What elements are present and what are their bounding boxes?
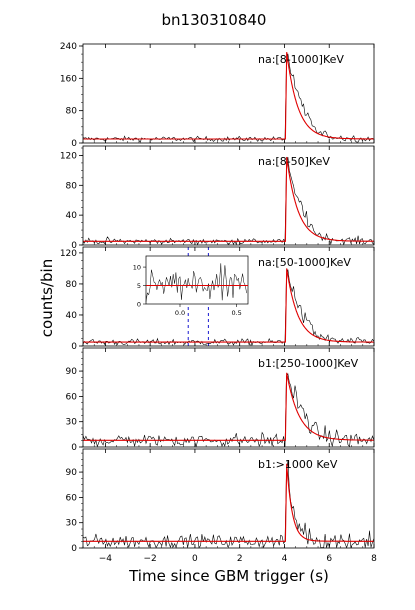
- panel-frame: [82, 347, 375, 448]
- y-tick-label: 60: [66, 493, 78, 503]
- y-tick-label: 0: [71, 342, 77, 352]
- panel-frame: [82, 448, 375, 549]
- fit-curve: [83, 52, 374, 140]
- inset-y-tick-label: 10: [133, 264, 141, 272]
- y-tick-label: 0: [71, 443, 77, 453]
- fit-curve: [83, 268, 374, 343]
- y-tick-label: 40: [66, 311, 78, 321]
- panel-3: 0 40 80 120 na:[50-1000]KeV 0 5 10 0.0 0.5: [60, 246, 375, 352]
- x-tick-label: −4: [99, 554, 113, 564]
- y-tick-label: 30: [66, 418, 78, 428]
- panel-2: 0 40 80 120 na:[8-50]KeV: [60, 145, 375, 251]
- panel-label: na:[8-1000]KeV: [258, 53, 344, 66]
- x-tick-label: 8: [371, 554, 377, 564]
- inset: 0 5 10 0.0 0.5: [133, 255, 249, 317]
- y-tick-label: 120: [60, 151, 77, 161]
- y-tick-label: 80: [66, 107, 78, 117]
- fit-curve: [83, 463, 374, 542]
- y-tick-label: 90: [66, 367, 78, 377]
- inset-x-tick-label: 0.5: [231, 309, 241, 317]
- y-tick-label: 120: [60, 249, 77, 259]
- panel-frame: [82, 145, 375, 246]
- y-tick-label: 60: [66, 392, 78, 402]
- panel-label: b1:[250-1000]KeV: [258, 357, 359, 370]
- y-tick-label: 0: [71, 241, 77, 251]
- y-tick-label: 80: [66, 280, 78, 290]
- x-tick-label: 2: [237, 554, 243, 564]
- fit-curve: [83, 372, 374, 441]
- light-curve: [82, 373, 375, 448]
- inset-y-tick-label: 5: [137, 282, 141, 290]
- y-tick-label: 0: [71, 139, 77, 149]
- y-tick-label: 40: [66, 211, 78, 221]
- panel-frame: [82, 43, 375, 144]
- figure-title: bn130310840: [162, 11, 267, 29]
- panel-5: 0 30 60 90 −4 −2 0 2 4 6 8 b1:>1000 KeV: [66, 448, 377, 564]
- light-curve: [82, 53, 374, 143]
- y-tick-label: 0: [71, 544, 77, 554]
- light-curve: [82, 460, 375, 549]
- y-tick-label: 160: [60, 74, 77, 84]
- y-tick-label: 240: [60, 42, 77, 52]
- x-tick-label: 4: [282, 554, 288, 564]
- panel-label: b1:>1000 KeV: [258, 458, 338, 471]
- y-tick-label: 80: [66, 181, 78, 191]
- x-tick-label: 0: [192, 554, 198, 564]
- light-curve: [82, 156, 375, 246]
- panel-4: 0 30 60 90 b1:[250-1000]KeV: [66, 347, 375, 453]
- inset-frame: [145, 255, 249, 305]
- panel-frame: [82, 246, 375, 347]
- y-tick-label: 30: [66, 519, 78, 529]
- panel-label: na:[50-1000]KeV: [258, 256, 351, 269]
- panel-label: na:[8-50]KeV: [258, 155, 330, 168]
- y-tick-label: 90: [66, 468, 78, 478]
- x-axis-label: Time since GBM trigger (s): [128, 567, 329, 585]
- inset-x-tick-label: 0.0: [175, 309, 185, 317]
- fit-curve: [83, 156, 374, 242]
- x-tick-label: 6: [326, 554, 332, 564]
- inset-y-tick-label: 0: [137, 301, 141, 309]
- panel-1: 0 80 160 240 na:[8-1000]KeV: [60, 42, 375, 149]
- x-tick-label: −2: [144, 554, 157, 564]
- y-axis-label: counts/bin: [38, 259, 56, 337]
